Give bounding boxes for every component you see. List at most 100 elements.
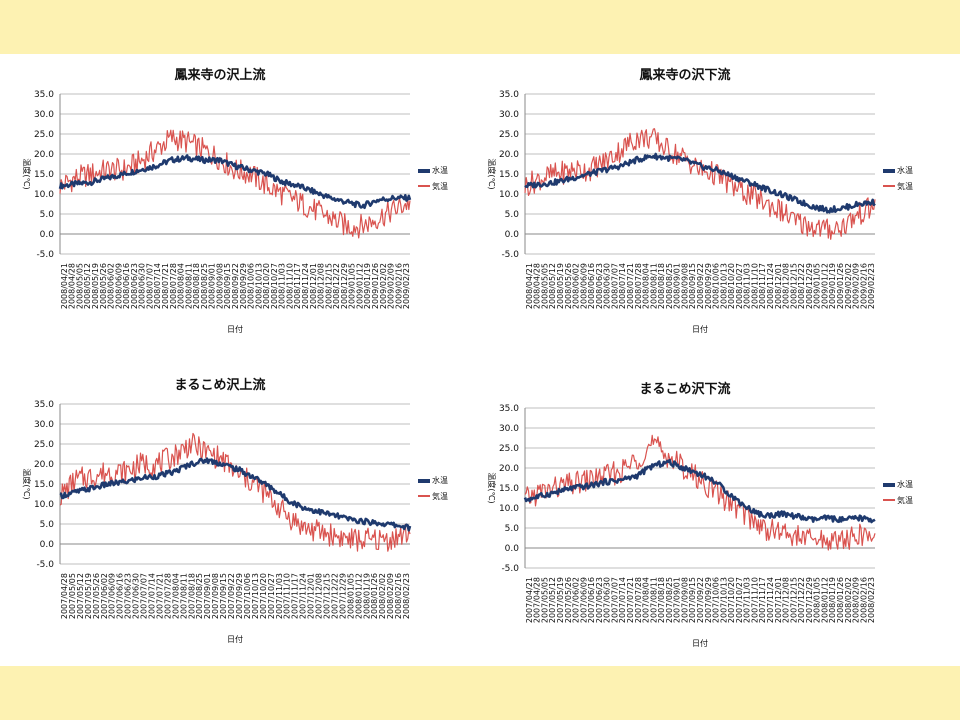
x-tick-label: 2008/09/15 [223,263,232,309]
x-tick-label: 2008/12/15 [324,263,333,309]
x-tick-label: 2008/07/21 [626,263,635,309]
x-tick-label: 2008/11/17 [293,263,302,309]
legend-label: 気温 [432,491,448,501]
x-tick-label: 2008/11/24 [301,263,310,309]
x-axis-label: 日付 [692,638,708,648]
legend-label: 水温 [432,475,448,485]
x-tick-label: 2008/09/01 [673,263,682,309]
x-tick-label: 2007/10/27 [267,573,276,619]
x-tick-label: 2007/04/21 [525,577,534,623]
x-tick-label: 2007/05/19 [84,573,93,619]
y-tick-label: 10.0 [499,190,519,200]
y-tick-label: 20.0 [499,150,519,160]
y-tick-label: 10.0 [34,500,54,510]
y-tick-label: 15.0 [499,484,519,494]
x-tick-label: 2007/09/15 [219,573,228,619]
x-tick-label: 2008/09/01 [208,263,217,309]
x-tick-label: 2008/01/12 [354,573,363,619]
y-tick-label: 10.0 [499,504,519,514]
chart-title: 鳳来寺の沢下流 [639,68,731,83]
x-tick-label: 2008/10/13 [719,263,728,309]
x-tick-label: 2007/12/08 [782,577,791,623]
x-tick-label: 2008/09/22 [231,263,240,309]
y-tick-label: -5.0 [501,250,519,260]
x-tick-label: 2007/11/10 [750,577,759,623]
y-tick-label: 30.0 [499,424,519,434]
x-tick-label: 2009/02/23 [402,263,411,309]
x-tick-label: 2008/06/09 [114,263,123,309]
x-tick-label: 2008/06/23 [130,263,139,309]
y-tick-label: -5.0 [36,250,54,260]
x-tick-label: 2007/09/15 [688,577,697,623]
series-line-air [524,128,876,240]
x-tick-label: 2007/05/05 [540,577,549,623]
x-tick-label: 2007/11/24 [766,577,775,623]
x-tick-label: 2008/11/10 [285,263,294,309]
x-tick-label: 2007/10/06 [712,577,721,623]
x-tick-label: 2008/06/16 [587,263,596,309]
x-tick-label: 2008/10/27 [270,263,279,309]
x-tick-label: 2009/01/26 [371,263,380,309]
x-tick-label: 2007/11/24 [299,573,308,619]
x-tick-label: 2008/07/07 [610,263,619,309]
y-tick-label: 25.0 [34,130,54,140]
x-tick-label: 2008/10/13 [254,263,263,309]
legend-label: 水温 [897,165,913,175]
y-tick-label: 5.0 [505,210,520,220]
x-tick-label: 2008/02/23 [867,577,876,623]
x-tick-label: 2008/06/30 [138,263,147,309]
x-tick-label: 2007/11/03 [743,577,752,623]
x-tick-label: 2009/01/19 [828,263,837,309]
x-tick-label: 2009/02/09 [852,263,861,309]
x-tick-label: 2008/07/07 [145,263,154,309]
x-tick-label: 2007/12/01 [307,573,316,619]
legend-label: 気温 [897,181,913,191]
x-tick-label: 2007/12/22 [330,573,339,619]
x-tick-label: 2007/09/22 [696,577,705,623]
x-tick-label: 2007/09/08 [211,573,220,619]
x-tick-label: 2009/02/02 [844,263,853,309]
x-tick-label: 2007/05/12 [548,577,557,623]
x-tick-label: 2008/02/02 [378,573,387,619]
x-tick-label: 2007/09/01 [673,577,682,623]
y-tick-label: 30.0 [34,420,54,430]
x-tick-label: 2008/02/09 [852,577,861,623]
x-tick-label: 2007/08/25 [195,573,204,619]
x-tick-label: 2008/02/16 [394,573,403,619]
x-axis-label: 日付 [227,324,243,334]
x-tick-label: 2009/01/19 [363,263,372,309]
x-tick-label: 2007/08/11 [179,573,188,619]
y-tick-label: 35.0 [34,90,54,100]
x-tick-label: 2008/09/29 [239,263,248,309]
x-tick-label: 2008/08/11 [184,263,193,309]
x-tick-label: 2008/02/09 [386,573,395,619]
x-tick-label: 2008/08/11 [649,263,658,309]
x-tick-label: 2007/09/29 [235,573,244,619]
chart-horaiji-upstream: 鳳来寺の沢上流 -5.0 0.0 5.0 10.0 15.0 20.0 25.0 30.0 35… [10,58,460,358]
x-tick-label: 2008/09/29 [704,263,713,309]
y-tick-label: 20.0 [34,150,54,160]
x-tick-label: 2007/08/04 [642,577,651,623]
x-tick-label: 2007/05/12 [76,573,85,619]
x-tick-label: 2009/02/16 [859,263,868,309]
x-tick-label: 2008/08/04 [642,263,651,309]
y-tick-label: 15.0 [34,170,54,180]
x-tick-label: 2008/10/06 [247,263,256,309]
x-tick-label: 2007/12/08 [315,573,324,619]
series-line-water [523,458,876,524]
x-tick-label: 2008/06/23 [595,263,604,309]
y-tick-label: -5.0 [36,560,54,570]
x-tick-label: 2008/09/08 [215,263,224,309]
legend-swatch [883,169,895,173]
y-tick-label: 0.0 [505,230,520,240]
x-tick-label: 2008/07/21 [161,263,170,309]
x-tick-label: 2007/12/22 [797,577,806,623]
series-line-water [59,457,412,532]
x-tick-label: 2007/04/28 [533,577,542,623]
x-tick-label: 2007/07/21 [155,573,164,619]
x-tick-label: 2008/06/16 [122,263,131,309]
x-tick-label: 2007/07/28 [634,577,643,623]
chart-title: まるこめ沢下流 [639,382,731,397]
chart-svg: -5.0 0.0 5.0 10.0 15.0 20.0 25.0 30.0 35.0 2008/0… [22,90,448,334]
x-tick-label: 2007/11/03 [275,573,284,619]
